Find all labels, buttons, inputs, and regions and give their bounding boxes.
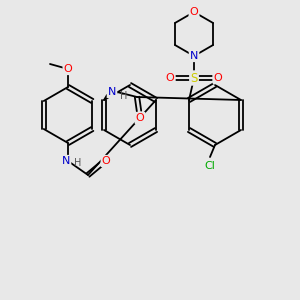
- Text: N: N: [62, 156, 70, 166]
- Text: O: O: [64, 64, 72, 74]
- Text: O: O: [136, 113, 144, 123]
- Text: O: O: [214, 73, 222, 83]
- Text: O: O: [190, 7, 198, 17]
- Text: S: S: [190, 71, 198, 85]
- Text: O: O: [102, 156, 110, 166]
- Text: H: H: [74, 158, 81, 168]
- Text: H: H: [120, 91, 127, 101]
- Text: Cl: Cl: [205, 161, 215, 171]
- Text: N: N: [108, 87, 116, 97]
- Text: N: N: [190, 51, 198, 61]
- Text: O: O: [166, 73, 174, 83]
